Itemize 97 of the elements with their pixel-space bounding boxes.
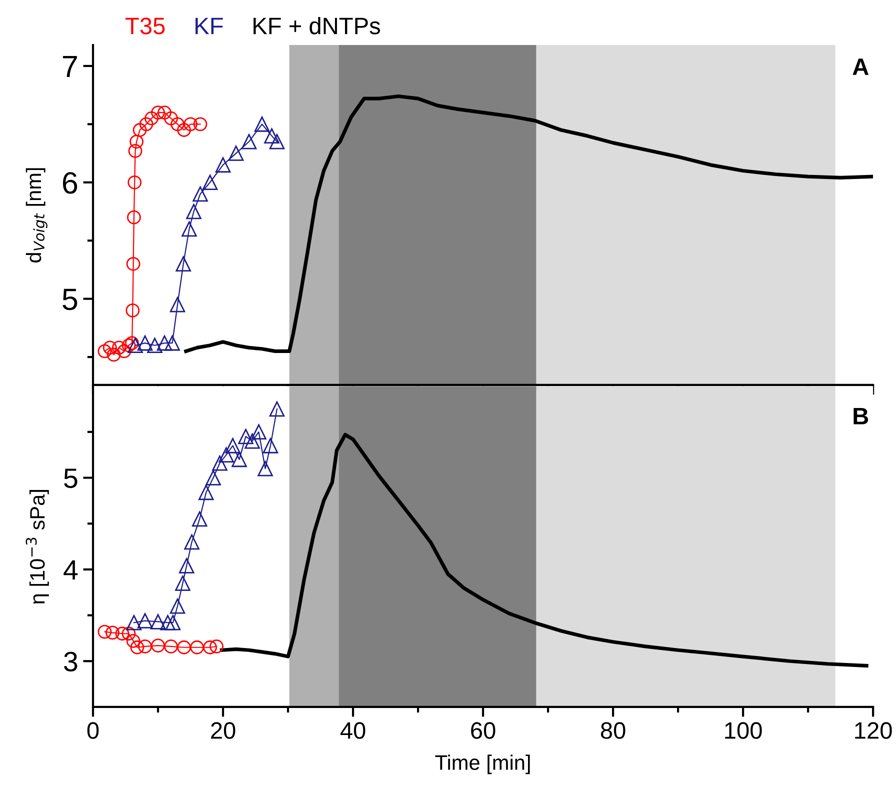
point xyxy=(170,296,186,312)
point xyxy=(132,123,147,137)
point xyxy=(137,335,153,351)
point xyxy=(258,460,273,476)
point xyxy=(130,640,144,654)
annotation: B xyxy=(854,408,868,424)
point xyxy=(139,117,154,132)
point xyxy=(198,484,214,500)
point xyxy=(122,626,136,641)
point xyxy=(128,175,142,190)
x-axis-title: Time [min] xyxy=(435,754,530,774)
point xyxy=(202,174,218,190)
point xyxy=(241,134,257,150)
x-tick-label: 20 xyxy=(211,722,236,739)
point xyxy=(264,128,280,144)
point xyxy=(106,348,121,362)
point xyxy=(126,256,140,271)
point xyxy=(165,614,181,630)
point xyxy=(218,447,234,462)
point xyxy=(170,117,184,132)
point xyxy=(206,470,221,486)
y-axis-title: d$_{Voigt}$ [nm] xyxy=(26,168,48,262)
point xyxy=(269,401,285,417)
point xyxy=(254,116,270,132)
point xyxy=(128,338,143,354)
point xyxy=(238,428,254,444)
point xyxy=(160,614,176,630)
point xyxy=(193,117,208,132)
point xyxy=(125,336,139,350)
point xyxy=(251,424,266,440)
point xyxy=(232,452,247,468)
point xyxy=(210,640,224,654)
point xyxy=(244,433,260,449)
point xyxy=(225,438,240,454)
y-tick-label: 6 xyxy=(62,172,78,194)
y-tick-label: 4 xyxy=(64,560,78,580)
line-series xyxy=(184,94,874,354)
text: KF + dNTPs xyxy=(254,16,380,34)
point xyxy=(126,304,140,318)
point xyxy=(151,106,165,120)
x-tick-label: 40 xyxy=(340,722,366,739)
y-tick-label: 3 xyxy=(64,652,78,672)
point xyxy=(269,134,285,150)
point xyxy=(156,335,172,351)
point xyxy=(164,335,180,351)
annotation: A xyxy=(852,58,869,75)
point xyxy=(215,157,231,173)
x-tick-label: 80 xyxy=(600,722,626,739)
point xyxy=(138,640,152,654)
y-tick-label: 5 xyxy=(64,468,78,488)
point xyxy=(98,624,112,639)
y-axis-title: η [10$^{−3}$ sPa] xyxy=(26,490,49,604)
point xyxy=(151,638,165,652)
point xyxy=(184,534,200,550)
point xyxy=(178,558,194,574)
y-tick-label: 5 xyxy=(62,288,78,310)
point xyxy=(126,614,142,630)
x-tick-label: 60 xyxy=(471,722,496,739)
point xyxy=(212,455,228,471)
point xyxy=(228,146,244,161)
point xyxy=(144,111,158,126)
point xyxy=(122,338,136,352)
point xyxy=(175,576,190,591)
point xyxy=(184,117,198,132)
point xyxy=(137,613,153,628)
point xyxy=(176,256,191,272)
point xyxy=(192,186,208,202)
point xyxy=(164,640,178,654)
point xyxy=(262,438,278,454)
point xyxy=(186,204,202,220)
text: KF xyxy=(196,18,223,34)
point xyxy=(164,111,178,126)
point xyxy=(126,634,140,648)
point xyxy=(182,221,197,237)
point xyxy=(203,640,217,654)
point xyxy=(106,626,120,640)
point xyxy=(127,210,141,224)
point xyxy=(130,134,144,149)
point xyxy=(147,338,162,354)
point xyxy=(170,598,186,614)
text: T35 xyxy=(126,18,165,34)
point xyxy=(112,340,126,355)
point xyxy=(117,344,132,358)
point xyxy=(177,123,191,137)
x-tick-label: 120 xyxy=(855,722,892,739)
point xyxy=(158,106,172,120)
x-tick-label: 100 xyxy=(725,722,762,739)
point xyxy=(150,614,166,630)
point xyxy=(102,340,117,355)
x-tick-label: 0 xyxy=(87,722,99,739)
point xyxy=(115,626,130,641)
point xyxy=(192,511,208,527)
point xyxy=(98,344,112,358)
y-tick-label: 7 xyxy=(62,56,77,78)
point xyxy=(177,640,191,654)
point xyxy=(128,144,142,158)
point xyxy=(190,640,204,654)
